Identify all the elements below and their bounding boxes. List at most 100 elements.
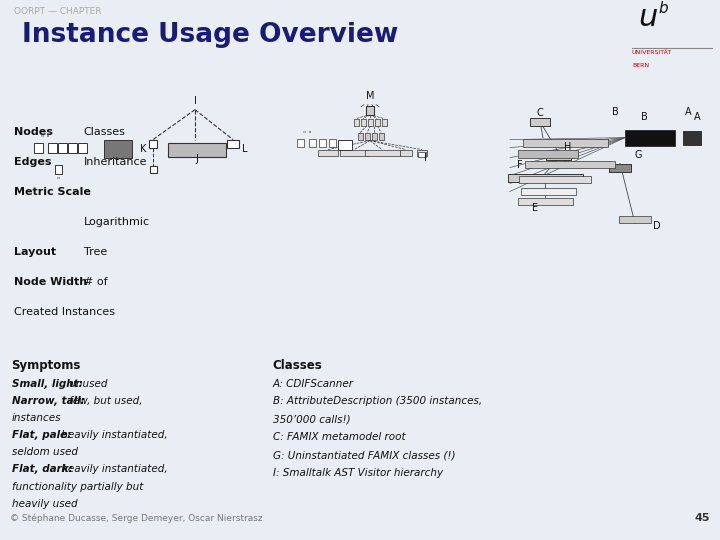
Text: A: CDIFScanner: A: CDIFScanner <box>273 379 354 389</box>
Bar <box>340 150 368 156</box>
Bar <box>367 119 372 126</box>
Bar <box>619 216 651 223</box>
Text: B: B <box>611 107 618 117</box>
Bar <box>68 143 76 153</box>
Bar <box>354 119 359 126</box>
Bar <box>366 106 374 115</box>
Bar <box>683 131 701 145</box>
Text: Nodes: Nodes <box>14 127 53 137</box>
Text: M: M <box>366 91 374 100</box>
Bar <box>417 150 427 156</box>
Text: A: A <box>693 112 701 122</box>
Bar <box>318 139 325 146</box>
Text: 350’000 calls!): 350’000 calls!) <box>273 414 351 424</box>
Bar <box>418 152 426 157</box>
Bar <box>318 150 338 156</box>
Text: UNIVERSITÄT: UNIVERSITÄT <box>632 50 672 55</box>
Bar <box>518 150 578 158</box>
Bar <box>364 150 400 156</box>
Bar <box>609 164 631 172</box>
Bar <box>297 139 304 146</box>
Text: BERN: BERN <box>632 63 649 68</box>
Text: Metric Scale: Metric Scale <box>14 187 91 197</box>
Bar <box>523 139 608 146</box>
Text: E: E <box>532 204 538 213</box>
Bar <box>379 133 384 140</box>
Bar <box>361 119 366 126</box>
Text: " ": " " <box>41 134 49 140</box>
Bar <box>149 140 157 147</box>
Text: Flat, pale:: Flat, pale: <box>12 430 71 440</box>
Text: I: Smalltalk AST Visitor hierarchy: I: Smalltalk AST Visitor hierarchy <box>273 468 443 478</box>
Bar <box>328 139 336 146</box>
Text: Classes: Classes <box>273 359 323 372</box>
Text: Symptoms: Symptoms <box>12 359 81 372</box>
Bar <box>150 166 156 173</box>
Text: Inheritance: Inheritance <box>84 157 148 167</box>
Text: ": " <box>56 177 60 183</box>
Text: D: D <box>653 221 661 232</box>
Bar <box>104 140 132 158</box>
Bar <box>372 133 377 140</box>
Text: OORPT — CHAPTER: OORPT — CHAPTER <box>14 7 102 16</box>
Text: C: FAMIX metamodel root: C: FAMIX metamodel root <box>273 432 405 442</box>
Text: heavily instantiated,: heavily instantiated, <box>58 464 168 475</box>
Text: Edges: Edges <box>14 157 51 167</box>
Text: " ": " " <box>302 131 311 137</box>
Text: Classes: Classes <box>84 127 126 137</box>
Bar <box>168 143 226 157</box>
Text: # of: # of <box>84 278 107 287</box>
Bar <box>546 152 570 159</box>
Text: Flat, dark:: Flat, dark: <box>12 464 73 475</box>
Text: Created Instances: Created Instances <box>14 307 114 318</box>
Text: I: I <box>423 153 426 163</box>
Bar <box>48 143 56 153</box>
Text: H: H <box>564 141 572 152</box>
Bar <box>525 161 615 168</box>
Text: F: F <box>517 159 523 170</box>
Text: Tree: Tree <box>84 247 107 257</box>
Text: functionality partially but: functionality partially but <box>12 482 143 492</box>
Bar <box>78 143 86 153</box>
Bar <box>55 165 61 174</box>
Text: K: K <box>140 144 146 153</box>
Text: J: J <box>196 153 199 164</box>
Text: B: AttributeDescription (3500 instances,: B: AttributeDescription (3500 instances, <box>273 396 482 407</box>
Bar <box>227 140 239 147</box>
Text: instances: instances <box>12 413 61 423</box>
Bar <box>358 133 362 140</box>
Bar <box>530 118 550 126</box>
Bar <box>338 140 352 150</box>
Bar <box>58 143 66 153</box>
Bar <box>521 188 575 195</box>
Text: Instance Usage Overview: Instance Usage Overview <box>22 22 398 48</box>
Text: 45: 45 <box>695 513 710 523</box>
Bar <box>508 173 582 181</box>
Bar <box>400 150 412 156</box>
Text: C: C <box>536 107 544 118</box>
Text: I: I <box>194 96 197 106</box>
Text: L: L <box>242 144 248 153</box>
Bar <box>519 176 591 183</box>
Bar <box>382 119 387 126</box>
Text: Layout: Layout <box>14 247 55 257</box>
Text: heavily used: heavily used <box>12 499 77 509</box>
Text: heavily instantiated,: heavily instantiated, <box>58 430 168 440</box>
Text: G: G <box>634 150 642 159</box>
Text: © Stéphane Ducasse, Serge Demeyer, Oscar Nierstrasz: © Stéphane Ducasse, Serge Demeyer, Oscar… <box>10 513 263 523</box>
Text: seldom used: seldom used <box>12 447 78 457</box>
Text: Narrow, tall:: Narrow, tall: <box>12 396 84 406</box>
Bar <box>625 130 675 146</box>
Bar <box>308 139 315 146</box>
Text: $\it{b}$: $\it{b}$ <box>658 0 669 16</box>
Text: A: A <box>685 107 691 117</box>
Bar <box>518 198 572 205</box>
Bar <box>34 143 42 153</box>
Text: Small, light:: Small, light: <box>12 379 82 389</box>
Text: G: Uninstantiated FAMIX classes (!): G: Uninstantiated FAMIX classes (!) <box>273 450 455 460</box>
Text: B: B <box>641 112 647 122</box>
Text: Node Width: Node Width <box>14 278 86 287</box>
Text: Logarithmic: Logarithmic <box>84 217 150 227</box>
Text: unused: unused <box>66 379 108 389</box>
Text: $\it{u}$: $\it{u}$ <box>638 3 658 32</box>
